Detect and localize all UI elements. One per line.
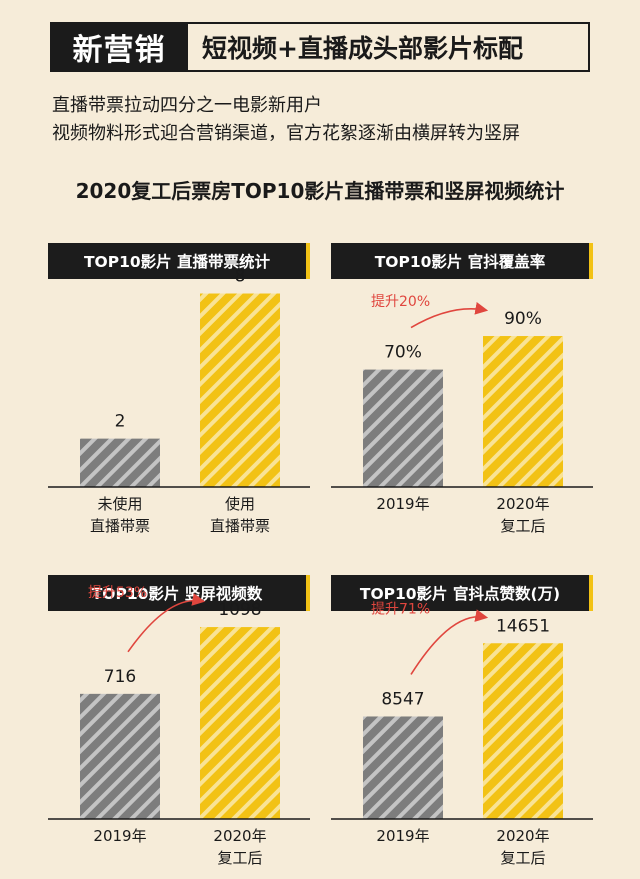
category-label: 2019年 [376, 495, 429, 513]
category-label: 使用 [225, 495, 255, 513]
increase-label: 提升20% [371, 294, 430, 310]
chart-panel-live-ticketing: TOP10影片 直播带票统计 2 8 未使用直播带票 使用直播带票 [48, 243, 310, 543]
category-label: 未使用 [97, 495, 142, 513]
bar [363, 369, 443, 487]
intro-line-2: 视频物料形式迎合营销渠道，官方花絮逐渐由横屏转为竖屏 [52, 123, 520, 144]
header-title: 短视频+直播成头部影片标配 [188, 22, 590, 72]
bar [483, 336, 563, 487]
category-label: 2019年 [93, 827, 146, 845]
category-label: 复工后 [217, 849, 262, 867]
header: 新营销 短视频+直播成头部影片标配 [50, 22, 590, 72]
chart-panel-vertical-videos: TOP10影片 竖屏视频数 716 1098 2019年 2020年复工后 提升53% [48, 575, 310, 875]
intro-text: 直播带票拉动四分之一电影新用户 视频物料形式迎合营销渠道，官方花絮逐渐由横屏转为… [52, 92, 520, 148]
chart-title: TOP10影片 官抖点赞数(万) [331, 575, 593, 611]
increase-label: 提升53% [88, 585, 147, 601]
category-label: 复工后 [500, 849, 545, 867]
category-label: 2020年 [213, 827, 266, 845]
chart-title: TOP10影片 直播带票统计 [48, 243, 310, 279]
main-title: 2020复工后票房TOP10影片直播带票和竖屏视频统计 [75, 179, 565, 203]
bar [363, 716, 443, 819]
category-label: 2020年 [496, 827, 549, 845]
category-label: 复工后 [500, 517, 545, 535]
data-label: 1098 [218, 600, 261, 620]
data-label: 70% [384, 343, 422, 363]
category-label: 直播带票 [210, 517, 270, 535]
intro-line-1: 直播带票拉动四分之一电影新用户 [52, 95, 322, 116]
category-label: 2019年 [376, 827, 429, 845]
data-label: 8547 [381, 689, 424, 709]
bar [80, 693, 160, 819]
bar [200, 627, 280, 819]
increase-arrow [127, 593, 206, 653]
category-label: 2020年 [496, 495, 549, 513]
increase-label: 提升71% [371, 601, 430, 617]
chart-title: TOP10影片 官抖覆盖率 [331, 243, 593, 279]
data-label: 8 [235, 267, 246, 287]
data-label: 14651 [496, 616, 550, 636]
bar [200, 293, 280, 487]
header-tag: 新营销 [50, 22, 188, 72]
chart-panel-douyin-likes: TOP10影片 官抖点赞数(万) 8547 14651 2019年 2020年复工后 提… [331, 575, 593, 875]
increase-arrow [410, 609, 489, 675]
chart-panel-douyin-coverage: TOP10影片 官抖覆盖率 70% 90% 2019年 2020年复工后 提升20% [331, 243, 593, 543]
data-label: 2 [115, 412, 126, 432]
data-label: 90% [504, 309, 542, 329]
bar [80, 438, 160, 487]
data-label: 716 [104, 667, 136, 687]
chart-title: TOP10影片 竖屏视频数 [48, 575, 310, 611]
category-label: 直播带票 [90, 517, 150, 535]
bar [483, 643, 563, 819]
increase-arrow [410, 302, 489, 329]
